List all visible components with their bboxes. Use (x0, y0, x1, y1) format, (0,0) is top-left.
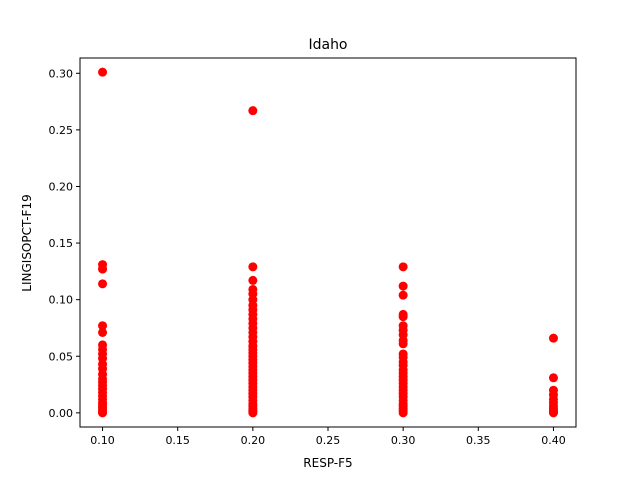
data-point (398, 408, 408, 418)
data-point (248, 106, 258, 116)
data-point (248, 408, 258, 418)
data-point (398, 312, 408, 322)
data-point (398, 290, 408, 300)
x-tick-label: 0.30 (391, 434, 416, 447)
x-tick-label: 0.25 (316, 434, 341, 447)
x-tick-label: 0.20 (241, 434, 266, 447)
data-point (398, 262, 408, 272)
y-tick-label: 0.05 (49, 350, 74, 363)
y-axis: 0.00 0.05 0.10 0.15 0.20 0.25 0.30 (49, 67, 80, 420)
data-point (98, 67, 108, 77)
x-tick-label: 0.40 (541, 434, 566, 447)
y-tick-label: 0.25 (49, 124, 74, 137)
x-axis: 0.10 0.15 0.20 0.25 0.30 0.35 0.40 (90, 427, 566, 447)
y-axis-label: LINGISOPCT-F19 (20, 194, 34, 291)
data-point (98, 408, 108, 418)
data-point (98, 264, 108, 274)
data-point (98, 321, 108, 331)
y-tick-label: 0.30 (49, 67, 74, 80)
data-point (548, 333, 558, 343)
plot-area-frame (79, 57, 577, 428)
data-point (248, 275, 258, 285)
data-point (548, 373, 558, 383)
y-tick-label: 0.20 (49, 180, 74, 193)
data-point (548, 408, 558, 418)
data-point (98, 279, 108, 289)
x-tick-label: 0.15 (165, 434, 190, 447)
y-tick-label: 0.15 (49, 237, 74, 250)
x-tick-label: 0.10 (90, 434, 115, 447)
data-points (98, 67, 558, 418)
x-axis-label: RESP-F5 (303, 456, 352, 470)
data-point (398, 281, 408, 291)
chart-title: Idaho (308, 37, 347, 53)
y-tick-label: 0.10 (49, 294, 74, 307)
data-point (98, 327, 108, 337)
y-tick-label: 0.00 (49, 407, 74, 420)
x-tick-label: 0.35 (466, 434, 491, 447)
data-point (398, 339, 408, 349)
data-point (248, 262, 258, 272)
